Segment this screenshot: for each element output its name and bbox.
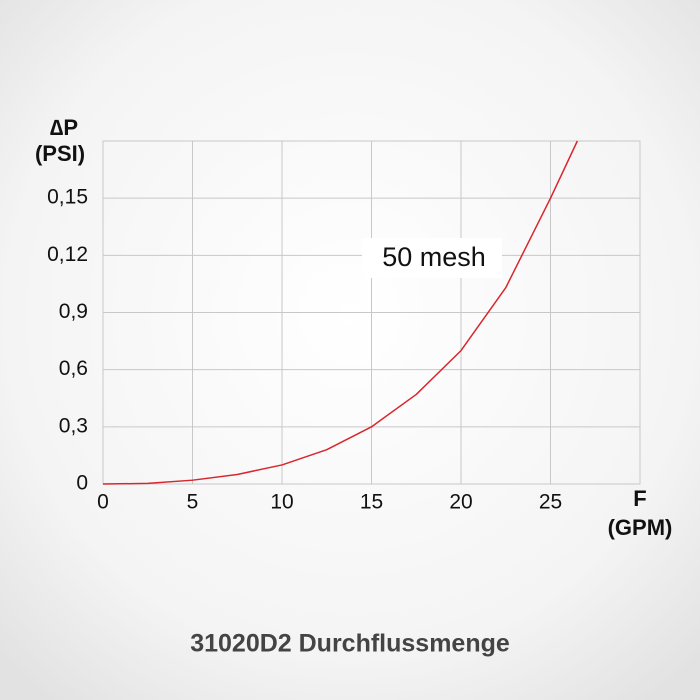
y-tick-label: 0 [76,472,88,495]
y-tick-label: 0,12 [47,243,88,266]
annotation: 50 mesh [382,242,486,272]
y-axis-unit: (PSI) [35,141,85,166]
x-tick-label: 20 [449,491,472,514]
x-axis-label: F [633,486,646,511]
x-tick-label: 25 [539,491,562,514]
y-tick-label: 0,3 [59,414,88,437]
x-tick-label: 15 [360,491,383,514]
y-axis-label: ∆P [50,115,78,140]
y-tick-label: 0,6 [59,357,88,380]
line-series [102,140,579,485]
annotation-background [362,238,502,278]
y-tick-label: 0,9 [59,300,88,323]
x-tick-label: 5 [187,491,199,514]
chart-title: 31020D2 Durchflussmenge [190,630,510,658]
y-tick-label: 0,15 [47,186,88,209]
x-tick-label: 0 [97,491,109,514]
x-axis-unit: (GPM) [608,515,673,540]
x-tick-label: 10 [270,491,293,514]
